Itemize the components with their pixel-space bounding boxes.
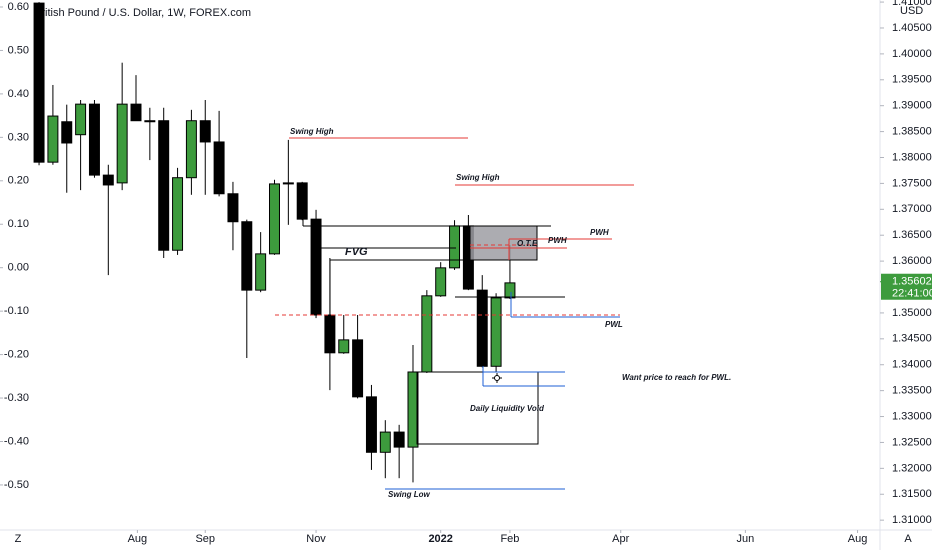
x-tick-label: Apr [612, 533, 629, 545]
annotation: PWL [605, 320, 623, 329]
y-tick-label: 1.31500 [892, 488, 932, 500]
y-tick-label: 1.37000 [892, 203, 932, 215]
countdown: 22:41:00 [892, 288, 932, 300]
y-tick-label: 1.39000 [892, 100, 932, 112]
y-tick-label: 1.36000 [892, 255, 932, 267]
candle-body [185, 120, 197, 179]
y-tick-label: 1.36500 [892, 229, 932, 241]
annotation: Daily Liquidity Void [470, 404, 545, 413]
button[interactable]: A [904, 533, 912, 545]
candles [33, 2, 516, 483]
y-tick-label: 1.40000 [892, 48, 932, 60]
x-tick-label: Feb [500, 533, 519, 545]
candle-body [504, 282, 516, 299]
y2-tick-label: -0.20 [4, 348, 29, 360]
y-tick-label: 1.38000 [892, 151, 932, 163]
y2-tick-label: 0.30 [8, 131, 29, 143]
candle-body [435, 267, 447, 297]
y-tick-label: 1.32000 [892, 462, 932, 474]
y-tick-label: 1.39500 [892, 74, 932, 86]
x-tick-label: Nov [306, 533, 326, 545]
y2-tick-label: -0.10 [4, 305, 29, 317]
x-tick-label: Jun [737, 533, 755, 545]
candle-body [490, 297, 502, 367]
candle-body [324, 314, 336, 354]
annotation: Swing Low [388, 490, 431, 499]
candle-body [102, 174, 114, 186]
candle-body [296, 182, 308, 220]
candle-body [61, 121, 73, 144]
ote-box [469, 225, 538, 261]
candle-body [255, 253, 267, 291]
candle-body [158, 120, 170, 251]
candle-body [199, 120, 211, 143]
x-tick-label: Sep [195, 533, 215, 545]
candle-body [144, 120, 156, 123]
candle-body [338, 339, 350, 354]
last-price-label: 1.35602 [892, 276, 932, 288]
y-tick-label: 1.35000 [892, 307, 932, 319]
y2-tick-label: 0.60 [8, 1, 29, 13]
candle-body [393, 431, 405, 448]
y2-tick-label: 0.00 [8, 262, 29, 274]
annotation: FVG [345, 246, 368, 258]
y2-tick-label: -0.50 [4, 479, 29, 491]
chart-title: British Pound / U.S. Dollar, 1W, FOREX.c… [34, 7, 251, 19]
y-tick-label: 1.34500 [892, 333, 932, 345]
y-tick-label: 1.34000 [892, 359, 932, 371]
candle-body [241, 221, 253, 291]
move-cursor [492, 373, 502, 383]
y-tick-label: 1.32500 [892, 436, 932, 448]
annotation: Swing High [456, 173, 500, 182]
y-tick-label: 1.33500 [892, 385, 932, 397]
y-tick-label: 1.38500 [892, 125, 932, 137]
candle-body [407, 371, 419, 448]
candle-body [365, 396, 377, 453]
last-price-tag [881, 273, 932, 300]
y2-tick-label: -0.40 [4, 435, 29, 447]
candle-body [421, 295, 433, 373]
candle-body [227, 193, 239, 223]
candle-body [310, 218, 322, 316]
annotation: PWH [548, 236, 567, 245]
y-tick-label: 1.40500 [892, 22, 932, 34]
annotation: Swing High [290, 127, 334, 136]
y-tick-label: 1.33000 [892, 410, 932, 422]
annotation: PWH [590, 228, 609, 237]
y-tick-label: 1.31000 [892, 514, 932, 526]
y2-tick-label: 0.40 [8, 88, 29, 100]
candle-body [33, 2, 45, 163]
candle-body [172, 177, 184, 251]
candle-body [75, 103, 87, 136]
x-tick-label: Aug [848, 533, 868, 545]
candle-body [449, 225, 461, 269]
y2-tick-label: 0.10 [8, 218, 29, 230]
y2-tick-label: -0.30 [4, 392, 29, 404]
annotation: O.T.E [517, 239, 538, 248]
currency: USD [900, 5, 923, 17]
candle-body [352, 339, 364, 398]
candle-body [47, 115, 59, 163]
candle-body [379, 431, 391, 453]
candle-body [88, 103, 100, 176]
x-tick-label: 2022 [428, 533, 452, 545]
y2-tick-label: 0.20 [8, 175, 29, 187]
liquidity-void-box [416, 371, 539, 445]
y2-tick-label: 0.50 [8, 44, 29, 56]
button[interactable]: Z [15, 533, 22, 545]
y-tick-label: 1.41000 [892, 0, 932, 8]
annotation: Want price to reach for PWL. [622, 373, 731, 382]
candle-body [476, 289, 488, 367]
candle-body [116, 103, 128, 184]
candle-body [130, 103, 142, 122]
y-tick-label: 1.37500 [892, 177, 932, 189]
x-tick-label: Aug [128, 533, 148, 545]
candle-body [213, 141, 225, 195]
drawings: Swing High Swing High FVG O.T.E PWH PWH … [275, 127, 731, 499]
candle-body [282, 182, 294, 185]
candle-body [269, 183, 280, 255]
currency-bg [882, 0, 932, 18]
